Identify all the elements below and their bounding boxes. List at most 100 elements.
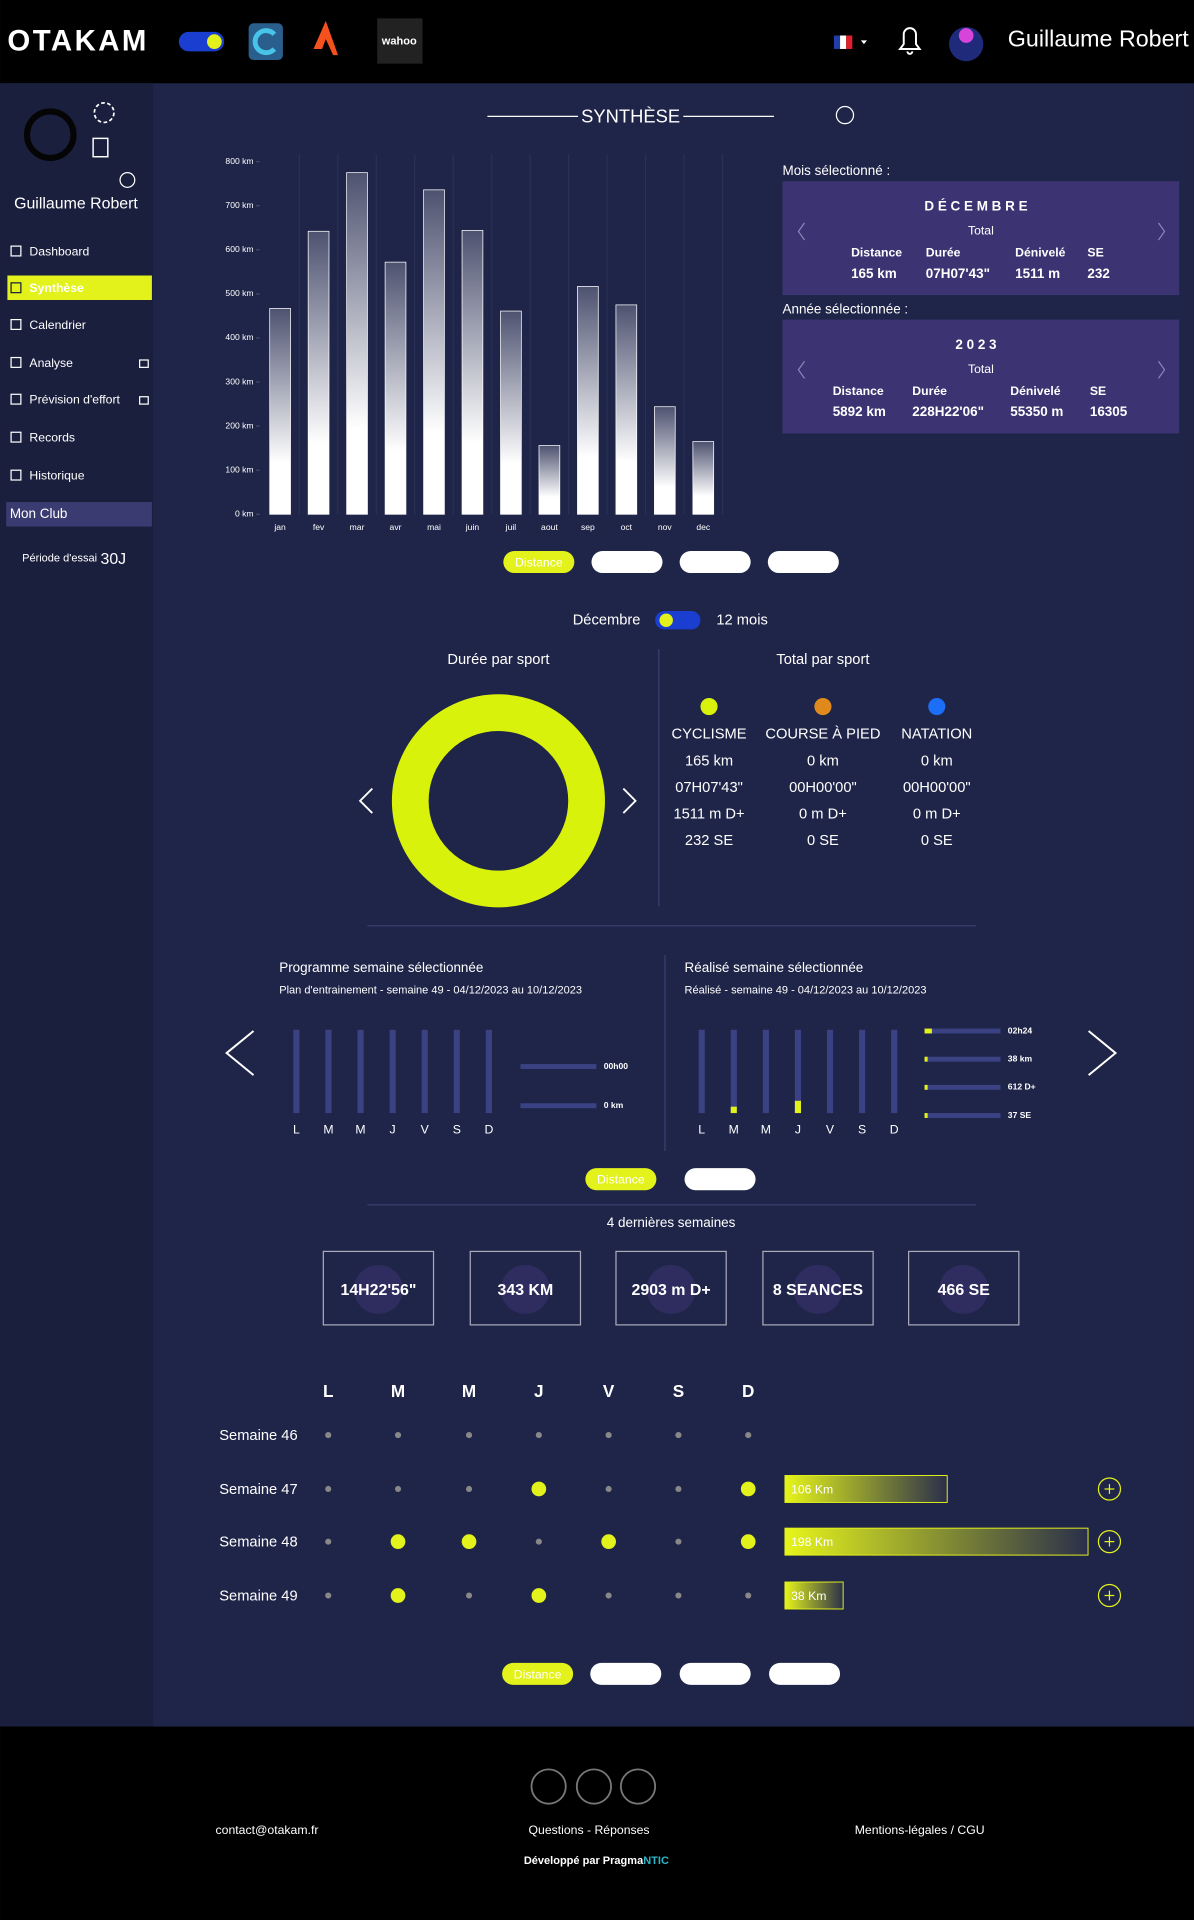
pill-label[interactable]: D+ (797, 1667, 813, 1681)
day-header: D (742, 1381, 754, 1401)
upload-icon[interactable] (92, 137, 109, 158)
menu-item[interactable]: Prévision d'effort (29, 393, 120, 407)
pill-button[interactable] (679, 551, 751, 574)
strava-link[interactable] (619, 1768, 657, 1805)
strava-icon[interactable] (313, 20, 339, 56)
flag[interactable] (833, 35, 841, 49)
box-header: Dénivelé (1015, 246, 1066, 260)
contact-link[interactable]: contact@otakam.fr (216, 1823, 319, 1837)
bar[interactable] (538, 445, 561, 515)
prev-arrow[interactable] (358, 787, 373, 814)
bar[interactable] (615, 304, 638, 515)
day-dot (675, 1432, 682, 1439)
prev-arrow[interactable] (225, 1030, 255, 1076)
bar[interactable] (384, 261, 407, 515)
next-arrow[interactable] (622, 787, 637, 814)
pill-label[interactable]: Durée (610, 555, 644, 569)
expand-button[interactable] (1097, 1530, 1122, 1554)
pill-label[interactable]: Distance (515, 555, 563, 569)
pill-button[interactable] (590, 1662, 662, 1685)
lock-icon (139, 396, 149, 405)
stat-track (520, 1064, 597, 1069)
pill-label[interactable]: Distance (597, 1173, 645, 1187)
bar[interactable] (307, 230, 330, 515)
bar[interactable] (654, 406, 676, 515)
bar[interactable] (461, 230, 484, 515)
info-icon[interactable] (835, 105, 855, 125)
next-arrow[interactable] (1088, 1030, 1118, 1076)
toggle-knob (207, 34, 222, 49)
menu-item[interactable]: Calendrier (29, 318, 85, 332)
menu-icon[interactable] (10, 356, 22, 368)
day-dot (740, 1534, 756, 1549)
tile-value: 343 KM (498, 1282, 554, 1299)
box-header: SE (1090, 384, 1106, 398)
menu-icon[interactable] (10, 431, 22, 443)
info-icon[interactable] (119, 172, 136, 188)
club-item[interactable] (6, 502, 152, 527)
wahoo-icon[interactable] (377, 18, 423, 64)
bell-icon[interactable] (898, 27, 922, 55)
day-dot (535, 1538, 542, 1545)
pill-button[interactable] (769, 1662, 841, 1685)
menu-icon[interactable] (10, 393, 22, 405)
pill-label[interactable]: Durée (703, 1173, 737, 1187)
last4-title: 4 dernières semaines (607, 1215, 736, 1230)
pill-button[interactable] (503, 551, 575, 574)
menu-icon[interactable] (10, 245, 22, 257)
faq-link[interactable]: Questions - Réponses (529, 1823, 650, 1837)
pill-label[interactable]: Durée (609, 1667, 643, 1681)
pill-button[interactable] (585, 1168, 657, 1191)
bar[interactable] (423, 189, 445, 515)
menu-active[interactable] (7, 275, 152, 300)
expand-button[interactable] (1097, 1583, 1122, 1608)
menu-item[interactable]: Dashboard (29, 244, 89, 258)
bar[interactable] (692, 441, 715, 515)
summary-tile (762, 1250, 874, 1326)
prev-arrow[interactable] (797, 360, 806, 379)
pill-label[interactable]: SE (707, 555, 723, 569)
header-user: Guillaume Robert (1008, 26, 1189, 52)
avatar[interactable] (949, 26, 984, 62)
menu-icon[interactable] (10, 282, 22, 294)
expand-button[interactable] (1097, 1477, 1122, 1501)
pill-label[interactable]: D+ (795, 555, 811, 569)
profile-ring[interactable] (23, 108, 77, 162)
week-label: Semaine 48 (219, 1535, 297, 1551)
box-header: Dénivelé (1010, 384, 1061, 398)
stat-label: 37 SE (1008, 1110, 1032, 1120)
bar[interactable] (346, 172, 368, 515)
bar[interactable] (500, 310, 522, 515)
developer: Développé par PragmaNTIC (524, 1855, 669, 1867)
stat-label: 612 D+ (1008, 1082, 1036, 1092)
menu-icon[interactable] (10, 318, 22, 330)
pill-label[interactable]: Distance (514, 1667, 562, 1681)
day-label: V (421, 1122, 430, 1136)
menu-item[interactable]: Records (29, 431, 75, 445)
x-tick-label: aout (541, 522, 558, 532)
sidebar-user: Guillaume Robert (14, 196, 138, 213)
pill-button[interactable] (591, 551, 663, 574)
box-header: Durée (926, 246, 961, 260)
pill-label[interactable]: SE (707, 1667, 723, 1681)
prev-arrow[interactable] (797, 222, 806, 241)
box-value: 5892 km (833, 404, 886, 419)
trial-label: Période d'essai (22, 552, 97, 564)
pill-button[interactable] (767, 551, 839, 574)
next-arrow[interactable] (1157, 222, 1166, 241)
menu-item[interactable]: Historique (29, 469, 84, 483)
menu-icon[interactable] (10, 469, 22, 481)
day-dot (394, 1485, 402, 1493)
next-arrow[interactable] (1157, 360, 1166, 379)
bar[interactable] (577, 286, 599, 515)
pill-button[interactable] (679, 1662, 751, 1685)
settings-icon[interactable] (93, 102, 115, 124)
instagram-icon[interactable] (575, 1768, 612, 1805)
menu-item[interactable]: Synthèse (29, 281, 84, 295)
pill-button[interactable] (502, 1662, 574, 1685)
bar[interactable] (269, 308, 291, 515)
pill-button[interactable] (684, 1168, 756, 1191)
facebook-icon[interactable] (530, 1768, 567, 1805)
legal-link[interactable]: Mentions-légales / CGU (855, 1823, 985, 1837)
menu-item[interactable]: Analyse (29, 356, 73, 370)
